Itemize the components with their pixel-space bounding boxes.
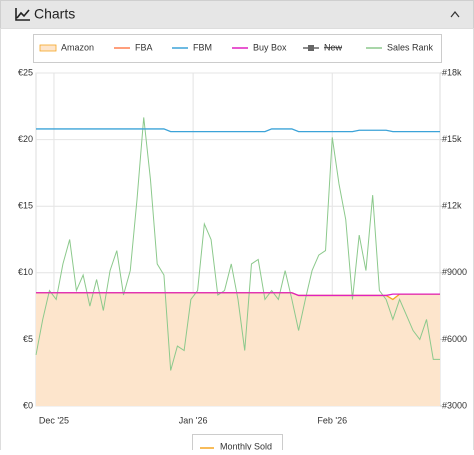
y2-tick-label: #9000 [442, 267, 467, 277]
y2-tick-label: #18k [442, 67, 462, 77]
series-line [36, 128, 440, 133]
legend-marker[interactable] [308, 45, 314, 51]
legend-label[interactable]: Buy Box [253, 42, 287, 52]
y-tick-label: €20 [18, 134, 33, 144]
y-tick-label: €25 [18, 67, 33, 77]
legend-label[interactable]: Amazon [61, 42, 94, 52]
chart-icon [15, 8, 30, 21]
x-tick-label: Jan '26 [179, 415, 208, 425]
legend-label[interactable]: Sales Rank [387, 42, 434, 52]
y-tick-label: €5 [23, 334, 33, 344]
header-title: Charts [34, 6, 75, 22]
series-line [35, 117, 440, 371]
y2-tick-label: #3000 [442, 400, 467, 410]
y-tick-label: €15 [18, 201, 33, 211]
x-tick-label: Feb '26 [317, 415, 347, 425]
legend-label[interactable]: Monthly Sold [220, 441, 272, 451]
legend-label[interactable]: FBM [193, 42, 212, 52]
legend-swatch[interactable] [39, 44, 57, 52]
legend-label[interactable]: FBA [135, 42, 153, 52]
header-bar[interactable] [0, 0, 474, 29]
y-tick-label: €10 [18, 267, 33, 277]
legend-label[interactable]: New [324, 42, 343, 52]
y2-tick-label: #12k [442, 201, 462, 211]
y2-tick-label: #15k [442, 134, 462, 144]
y-tick-label: €0 [23, 400, 33, 410]
series-line [36, 292, 440, 297]
collapse-caret[interactable] [450, 11, 460, 18]
x-tick-label: Dec '25 [39, 415, 69, 425]
series-area [36, 292, 440, 406]
y2-tick-label: #6000 [442, 334, 467, 344]
